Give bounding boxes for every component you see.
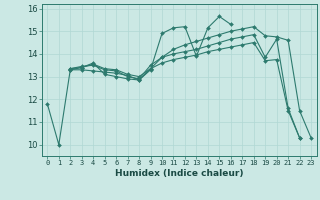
X-axis label: Humidex (Indice chaleur): Humidex (Indice chaleur) xyxy=(115,169,244,178)
